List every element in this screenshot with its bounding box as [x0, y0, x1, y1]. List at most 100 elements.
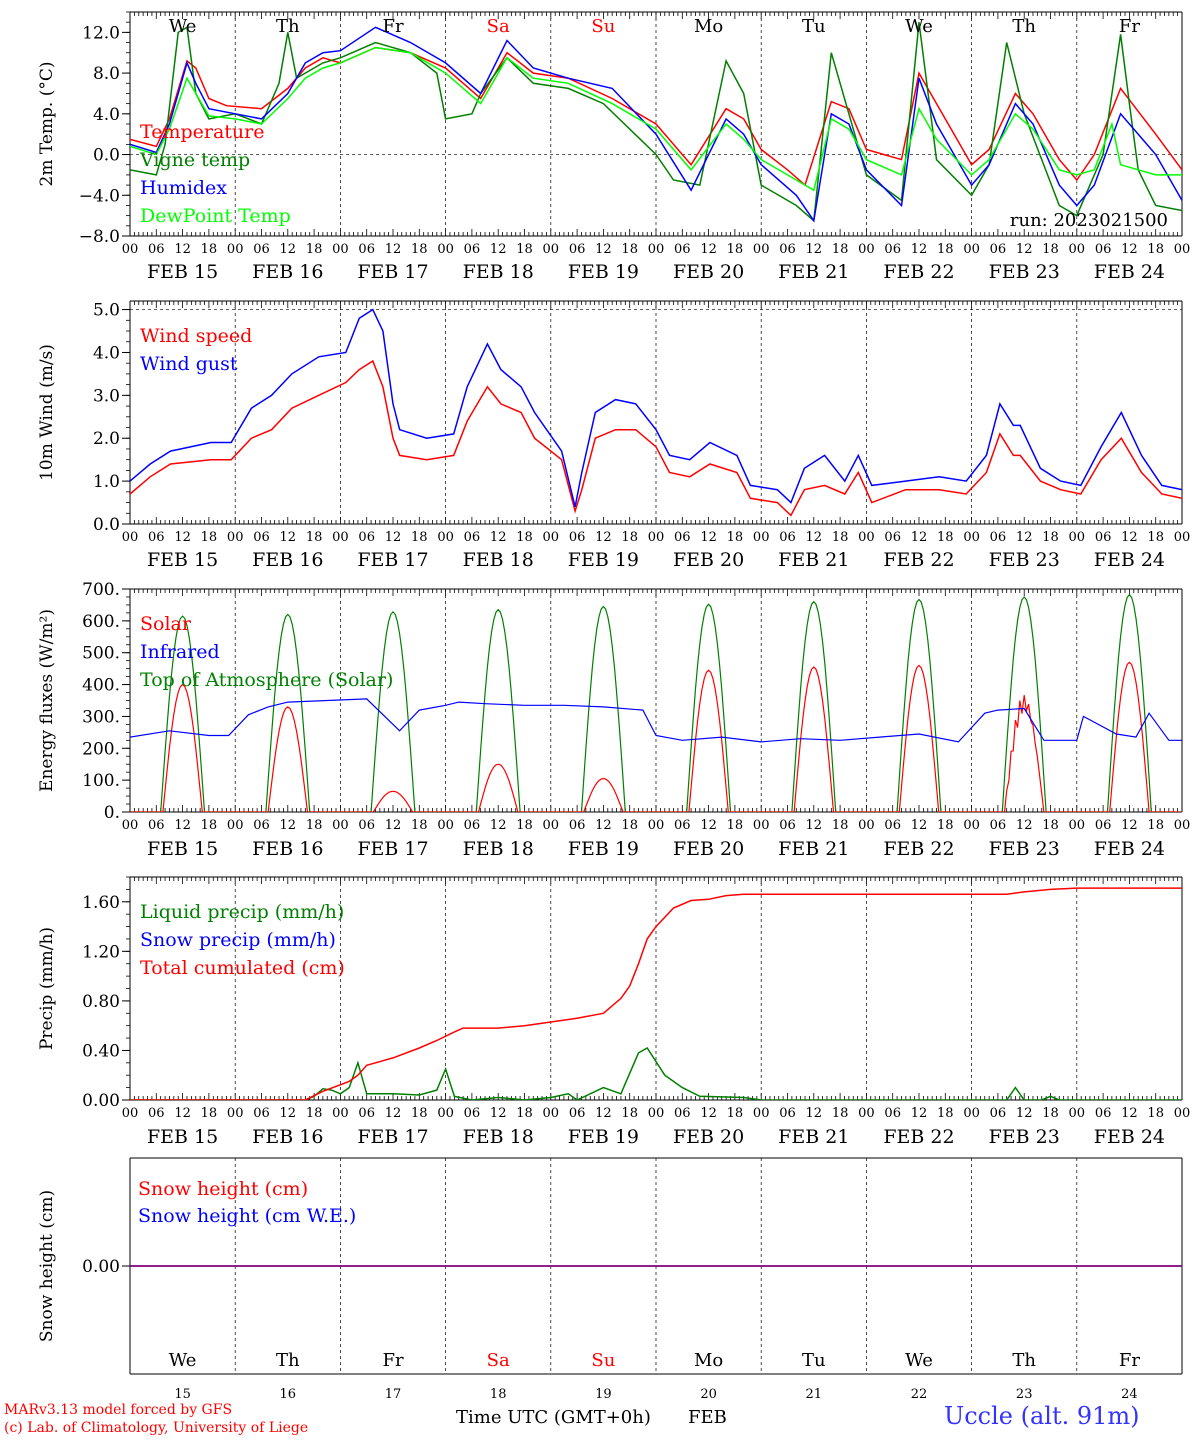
panel-5: Snow height (cm) [37, 1157, 1183, 1375]
hour-label: 18 [201, 818, 218, 833]
hour-label: 00 [227, 530, 244, 545]
hour-label: 18 [621, 242, 638, 257]
y-tick-label: 100. [82, 771, 120, 791]
legend-entry: Humidex [140, 177, 227, 199]
date-label: FEB 16 [252, 549, 323, 571]
hour-label: 12 [595, 818, 612, 833]
hour-label: 12 [280, 530, 297, 545]
hour-label: 00 [753, 530, 770, 545]
hour-label: 00 [1069, 1106, 1086, 1121]
hour-label: 18 [621, 1106, 638, 1121]
hour-label: 12 [1016, 1106, 1033, 1121]
hour-label: 06 [148, 242, 165, 257]
date-label: FEB 22 [883, 1126, 954, 1148]
hour-label: 06 [1095, 818, 1112, 833]
hour-label: 06 [779, 818, 796, 833]
y-tick-label: 12.0 [82, 23, 120, 43]
hour-label: 06 [464, 1106, 481, 1121]
hour-label: 12 [595, 242, 612, 257]
hour-label: 18 [201, 242, 218, 257]
hour-label: 00 [122, 818, 139, 833]
weekday-label: We [169, 16, 197, 37]
date-label: FEB 18 [463, 1126, 534, 1148]
hour-label: 18 [727, 530, 744, 545]
hour-label: 18 [832, 530, 849, 545]
panel-4: Precip (mm/h) [37, 876, 1183, 1101]
hour-label: 12 [490, 1106, 507, 1121]
weekday-label: Tu [802, 1350, 826, 1371]
hour-label: 18 [411, 530, 428, 545]
weekday-label: Tu [802, 16, 826, 37]
hour-label: 00 [227, 818, 244, 833]
hour-label: 18 [937, 530, 954, 545]
hour-label: 06 [569, 1106, 586, 1121]
y-tick-label: 0.0 [93, 515, 120, 535]
y-tick-label: −8.0 [79, 227, 120, 247]
hour-label: 06 [674, 530, 691, 545]
hour-label: 00 [963, 1106, 980, 1121]
date-label: FEB 23 [989, 549, 1060, 571]
y-tick-label: 300. [82, 707, 120, 727]
weekday-label: Fr [382, 16, 403, 37]
hour-label: 12 [490, 530, 507, 545]
date-label: FEB 20 [673, 549, 744, 571]
date-label: FEB 21 [778, 838, 849, 860]
hour-label: 00 [1174, 1106, 1191, 1121]
hour-label: 06 [779, 530, 796, 545]
legend-entry: Liquid precip (mm/h) [140, 901, 344, 923]
hour-label: 18 [832, 1106, 849, 1121]
hour-label: 06 [884, 530, 901, 545]
hour-label: 06 [148, 818, 165, 833]
hour-label: 18 [516, 1106, 533, 1121]
hour-label: 18 [516, 242, 533, 257]
day-number: 19 [595, 1387, 612, 1402]
date-label: FEB 16 [252, 261, 323, 283]
date-label: FEB 15 [147, 261, 218, 283]
day-number: 17 [385, 1387, 402, 1402]
hour-label: 06 [148, 1106, 165, 1121]
hour-label: 00 [858, 242, 875, 257]
hour-label: 18 [411, 242, 428, 257]
hour-label: 06 [779, 242, 796, 257]
hour-label: 18 [411, 1106, 428, 1121]
hour-label: 00 [1174, 242, 1191, 257]
series-top-of-atmosphere [130, 593, 1182, 812]
hour-label: 06 [990, 242, 1007, 257]
hour-label: 00 [648, 1106, 665, 1121]
date-label: FEB 23 [989, 1126, 1060, 1148]
hour-label: 06 [1095, 242, 1112, 257]
hour-label: 00 [332, 530, 349, 545]
hour-label: 12 [911, 242, 928, 257]
hour-label: 18 [621, 530, 638, 545]
hour-label: 06 [358, 1106, 375, 1121]
date-label: FEB 20 [673, 261, 744, 283]
credit-line-2: (c) Lab. of Climatology, University of L… [4, 1420, 309, 1436]
hour-label: 06 [358, 530, 375, 545]
hour-label: 00 [332, 1106, 349, 1121]
hour-label: 12 [174, 242, 191, 257]
hour-label: 12 [1121, 1106, 1138, 1121]
date-label: FEB 16 [252, 838, 323, 860]
hour-label: 06 [148, 530, 165, 545]
hour-label: 00 [963, 242, 980, 257]
weekday-label: Su [591, 16, 615, 37]
hour-label: 06 [674, 818, 691, 833]
hour-label: 18 [306, 818, 323, 833]
hour-label: 18 [1147, 818, 1164, 833]
date-label: FEB 22 [883, 838, 954, 860]
weekday-label: Fr [1119, 1350, 1140, 1371]
weekday-label: Th [276, 1350, 300, 1371]
series-line-1 [130, 46, 1182, 187]
hour-label: 12 [174, 530, 191, 545]
y-axis-label: 2m Temp. (°C) [37, 61, 57, 186]
weekday-label: Mo [694, 1350, 723, 1371]
hour-label: 18 [411, 818, 428, 833]
date-label: FEB 24 [1094, 1126, 1165, 1148]
hour-label: 00 [648, 530, 665, 545]
hour-label: 06 [884, 1106, 901, 1121]
weekday-label: Mo [694, 16, 723, 37]
hour-label: 06 [990, 818, 1007, 833]
date-label: FEB 22 [883, 549, 954, 571]
hour-label: 18 [306, 242, 323, 257]
hour-label: 18 [1042, 530, 1059, 545]
